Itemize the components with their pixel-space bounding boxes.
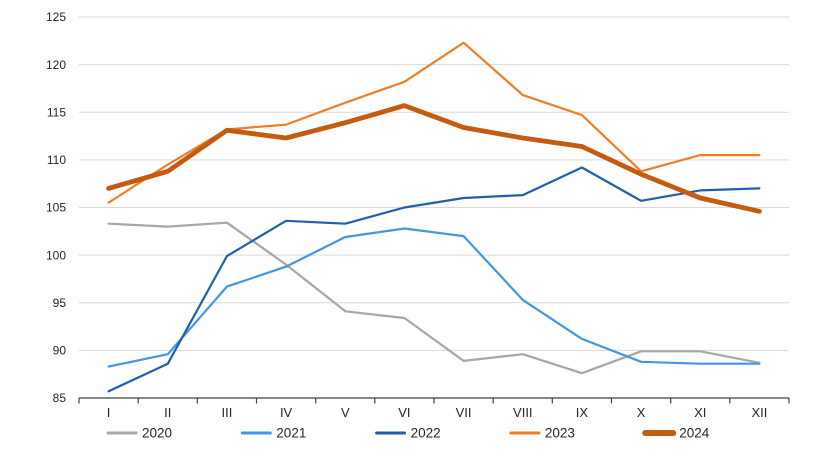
- x-axis-label-XII: XII: [751, 405, 767, 420]
- legend-label-2021: 2021: [276, 426, 306, 441]
- x-axis-label-VI: VI: [398, 405, 410, 420]
- series-line-2024: [106, 103, 762, 214]
- x-axis-label-X: X: [637, 405, 646, 420]
- x-axis-label-II: II: [164, 405, 171, 420]
- y-axis-label-90: 90: [53, 344, 67, 358]
- y-axis-label-120: 120: [46, 58, 66, 72]
- x-axis-label-IV: IV: [280, 405, 293, 420]
- legend-item-2024: 2024: [642, 426, 710, 441]
- y-axis-label-105: 105: [46, 201, 66, 215]
- x-axis-label-IX: IX: [576, 405, 589, 420]
- series-line-2022: [107, 166, 761, 393]
- legend-item-2022: 2022: [375, 426, 441, 441]
- y-axis-label-110: 110: [47, 153, 66, 167]
- x-axis-label-V: V: [341, 405, 350, 420]
- y-axis-label-95: 95: [53, 296, 67, 310]
- legend-label-2023: 2023: [545, 426, 575, 441]
- legend-label-2024: 2024: [679, 426, 710, 441]
- y-axis-label-125: 125: [46, 10, 66, 24]
- y-axis-label-85: 85: [53, 391, 67, 405]
- x-axis-label-I: I: [107, 405, 111, 420]
- x-axis-label-VIII: VIII: [513, 405, 533, 420]
- series-line-2023: [107, 41, 761, 204]
- x-axis-label-III: III: [221, 405, 232, 420]
- x-axis-label-VII: VII: [456, 405, 472, 420]
- legend-label-2022: 2022: [411, 426, 441, 441]
- y-axis-label-100: 100: [46, 248, 66, 262]
- series-line-2021: [107, 227, 761, 368]
- legend-label-2020: 2020: [142, 426, 172, 441]
- series-line-2020: [107, 221, 761, 375]
- legend-item-2023: 2023: [509, 426, 575, 441]
- x-axis-label-XI: XI: [694, 405, 706, 420]
- legend-item-2020: 2020: [106, 426, 172, 441]
- y-axis-label-115: 115: [47, 106, 66, 120]
- legend-item-2021: 2021: [240, 426, 306, 441]
